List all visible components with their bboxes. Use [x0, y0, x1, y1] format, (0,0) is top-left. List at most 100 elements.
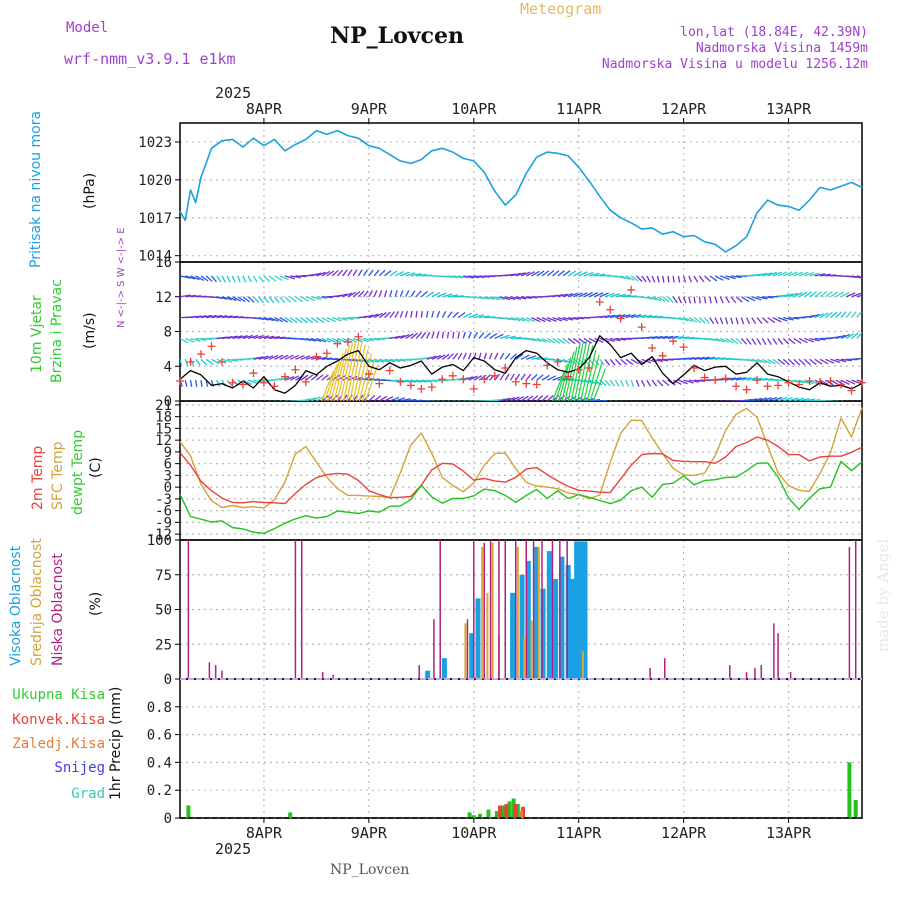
wind-arrow	[788, 292, 799, 298]
wind-arrow	[342, 375, 352, 381]
wind-arrow	[573, 270, 582, 277]
wind-arrow	[725, 377, 737, 381]
wind-arrow	[200, 314, 212, 319]
day-label-top: 10APR	[451, 100, 497, 118]
wind-arrow	[662, 275, 665, 283]
wind-arrow	[746, 338, 752, 345]
precip-bar	[478, 813, 483, 818]
wind-arrow	[861, 380, 862, 381]
wind-arrow	[546, 270, 555, 277]
wind-arrow	[400, 379, 411, 383]
cloud-bar	[729, 665, 731, 679]
wind-arrow	[861, 316, 862, 318]
wind-arrow	[693, 296, 696, 304]
wind-arrow	[651, 296, 662, 302]
wind-arrow	[526, 355, 536, 360]
wind-arrow	[609, 358, 616, 366]
wind-arrow	[232, 296, 242, 302]
wind-arrow	[788, 358, 795, 366]
cloud-bar	[221, 670, 223, 679]
wind-arrow	[735, 296, 743, 303]
wind-arrow	[216, 400, 218, 401]
wind-arrow	[793, 397, 804, 401]
cloud-bar	[515, 540, 517, 679]
wind-arrow	[510, 296, 521, 300]
wind-arrow	[515, 395, 525, 401]
cloud-bar	[553, 578, 559, 679]
cloud-bar	[475, 598, 481, 679]
wind-arrow	[426, 379, 438, 383]
wind-gust-marker	[826, 377, 835, 386]
wind-arrow	[347, 291, 357, 298]
wind-arrow	[499, 352, 505, 360]
y-tick-label: 3	[164, 468, 172, 484]
wind-arrow	[510, 396, 520, 401]
wind-arrow	[205, 358, 214, 365]
wind-arrow	[552, 294, 564, 298]
wind-arrow	[504, 373, 510, 381]
wind-arrow	[531, 395, 539, 401]
y-tick-label: 8	[164, 325, 172, 341]
wind-gust-marker	[186, 357, 195, 366]
wind-arrow	[536, 395, 544, 401]
wind-arrow	[457, 331, 460, 339]
y-tick-label: 0	[164, 811, 172, 827]
wind-arrow	[221, 400, 223, 401]
wind-arrow	[358, 337, 369, 343]
wind-arrow	[248, 356, 259, 360]
wind-arrow	[604, 292, 615, 298]
wind-arrow	[625, 379, 630, 387]
cloud-bar	[546, 551, 552, 679]
wind-arrow	[646, 336, 658, 340]
wind-arrow	[378, 290, 383, 297]
wind-arrow	[520, 296, 532, 300]
wind-arrow	[683, 275, 687, 283]
wind-arrow	[457, 311, 466, 319]
wind-arrow	[295, 296, 304, 303]
wind-gust-marker	[501, 363, 510, 372]
wind-arrow	[846, 292, 856, 298]
wind-arrow	[462, 331, 466, 339]
wind-arrow	[305, 397, 316, 401]
wind-arrow	[604, 358, 611, 366]
wind-gust-marker	[847, 386, 856, 395]
wind-arrow	[505, 273, 516, 277]
wind-gust-marker	[658, 351, 667, 360]
wind-arrow	[483, 352, 487, 360]
wind-arrow	[242, 379, 252, 385]
wind-arrow	[195, 315, 207, 319]
wind-arrow	[206, 400, 208, 401]
wind-gust-marker	[795, 380, 804, 389]
wind-arrow	[337, 316, 348, 321]
wind-arrow	[463, 275, 474, 279]
wind-fan-arrow	[339, 342, 354, 401]
wind-arrow	[405, 333, 414, 340]
wind-arrow	[415, 273, 427, 277]
wind-arrow	[552, 270, 560, 277]
day-label-bottom: 10APR	[451, 824, 497, 842]
wind-arrow	[594, 337, 604, 344]
wind-arrow	[557, 316, 568, 322]
wind-arrow	[510, 272, 521, 277]
wind-arrow	[620, 314, 631, 319]
wind-fan-arrow	[327, 358, 341, 401]
wind-gust-marker	[721, 374, 730, 383]
cloud-bar	[208, 662, 211, 679]
wind-arrow	[804, 272, 815, 277]
wind-arrow	[373, 395, 382, 401]
wind-arrow	[667, 275, 670, 283]
wind-arrow	[316, 337, 327, 343]
wind-arrow	[840, 358, 852, 362]
wind-arrow	[677, 275, 681, 283]
wind-arrow	[646, 296, 657, 301]
wind-arrow	[289, 317, 298, 324]
wind-arrow	[384, 311, 391, 319]
cloud-bar	[469, 633, 475, 679]
wind-arrow	[830, 311, 838, 319]
wind-arrow	[258, 275, 264, 283]
wind-arrow	[200, 358, 208, 366]
wind-arrow	[709, 296, 712, 304]
wind-arrow	[226, 296, 237, 302]
wind-arrow	[777, 316, 788, 322]
wind-arrow	[347, 269, 353, 277]
